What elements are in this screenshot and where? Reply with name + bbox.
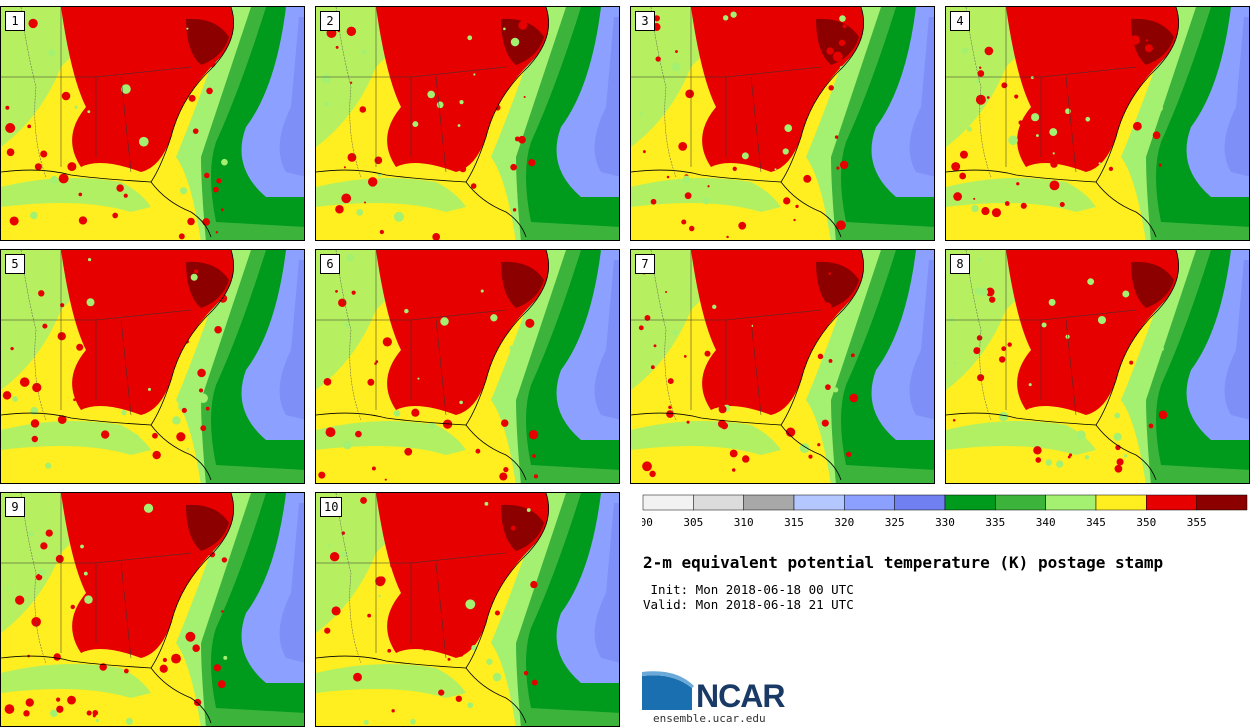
theta-e-map	[1, 250, 304, 483]
colorbar-tick-label: 325	[885, 516, 905, 529]
colorbar-tick-label: 300	[642, 516, 653, 529]
theta-e-map	[946, 250, 1249, 483]
theta-e-map	[316, 7, 619, 240]
member-number: 2	[320, 11, 340, 31]
ensemble-member-panel: 8	[945, 249, 1250, 484]
colorbar-tick-label: 350	[1136, 516, 1156, 529]
colorbar-swatch	[1045, 494, 1097, 511]
colorbar-swatch	[743, 494, 795, 511]
figure-title: 2-m equivalent potential temperature (K)…	[643, 553, 1164, 572]
ensemble-member-panel: 6	[315, 249, 620, 484]
member-number: 10	[320, 497, 343, 517]
colorbar-tick-label: 305	[683, 516, 703, 529]
init-time: Init: Mon 2018-06-18 00 UTC	[643, 582, 854, 597]
ncar-wordmark: NCAR	[696, 678, 785, 714]
member-number: 3	[635, 11, 655, 31]
ensemble-member-panel: 3	[630, 6, 935, 241]
theta-e-map	[1, 7, 304, 240]
theta-e-map	[316, 493, 619, 726]
colorbar-tick-label: 320	[834, 516, 854, 529]
colorbar-tick-label: 315	[784, 516, 804, 529]
theta-e-map	[631, 250, 934, 483]
colorbar-swatch	[642, 494, 694, 511]
colorbar-legend: 300 305 310 315 320 325 330 335 340 345 350 355	[642, 494, 1248, 529]
member-number: 8	[950, 254, 970, 274]
colorbar-swatch	[1095, 494, 1147, 511]
colorbar-tick-label: 355	[1187, 516, 1207, 529]
colorbar-swatch	[1196, 494, 1248, 511]
colorbar-swatch	[693, 494, 744, 511]
colorbar-swatch	[944, 494, 996, 511]
colorbar-tick-label: 345	[1086, 516, 1106, 529]
ensemble-member-panel: 4	[945, 6, 1250, 241]
member-number: 1	[5, 11, 25, 31]
ncar-logo-icon	[642, 671, 694, 710]
colorbar-tick-label: 330	[935, 516, 955, 529]
theta-e-map	[316, 250, 619, 483]
ensemble-member-panel: 10	[315, 492, 620, 727]
valid-time: Valid: Mon 2018-06-18 21 UTC	[643, 597, 854, 612]
theta-e-map	[946, 7, 1249, 240]
member-number: 5	[5, 254, 25, 274]
ensemble-member-panel: 9	[0, 492, 305, 727]
colorbar-swatch	[995, 494, 1046, 511]
site-url: ensemble.ucar.edu	[653, 712, 766, 725]
colorbar-tick-label: 340	[1036, 516, 1056, 529]
theta-e-map	[631, 7, 934, 240]
colorbar-swatch	[1146, 494, 1197, 511]
colorbar-tick-label: 335	[985, 516, 1005, 529]
member-number: 7	[635, 254, 655, 274]
theta-e-map	[1, 493, 304, 726]
colorbar-swatch	[894, 494, 946, 511]
colorbar-swatch	[793, 494, 845, 511]
ensemble-member-panel: 1	[0, 6, 305, 241]
member-number: 6	[320, 254, 340, 274]
colorbar-swatch	[844, 494, 895, 511]
ensemble-member-panel: 2	[315, 6, 620, 241]
member-number: 4	[950, 11, 970, 31]
ensemble-member-panel: 7	[630, 249, 935, 484]
ensemble-member-panel: 5	[0, 249, 305, 484]
colorbar-tick-label: 310	[734, 516, 754, 529]
member-number: 9	[5, 497, 25, 517]
